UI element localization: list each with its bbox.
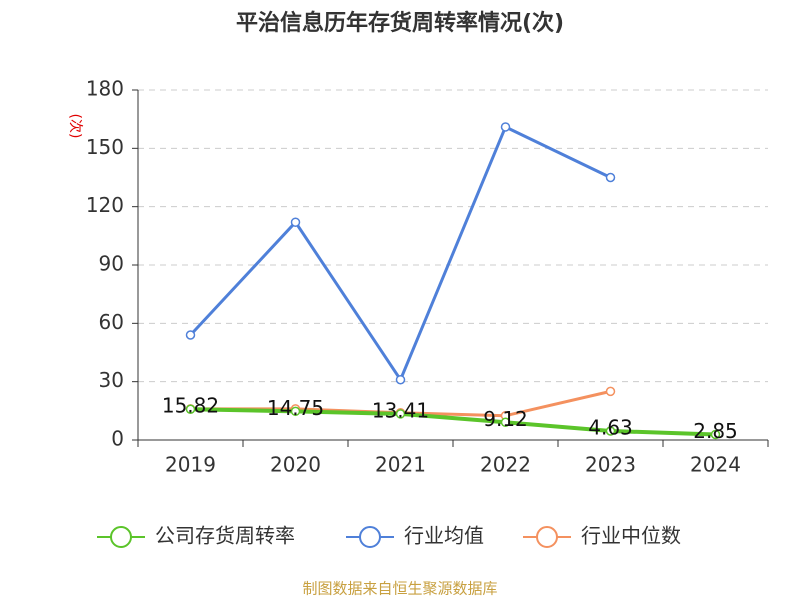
data-label: 2.85: [693, 419, 738, 443]
y-tick-label: 90: [99, 252, 124, 276]
source-note: 制图数据来自恒生聚源数据库: [302, 580, 497, 598]
point: [290, 217, 301, 227]
chart-title: 平治信息历年存货周转率情况(次): [236, 10, 564, 36]
point: [395, 374, 406, 385]
point: [185, 404, 196, 414]
legend-label: 公司存货周转率: [155, 524, 295, 548]
x-tick-label: 2024: [690, 453, 741, 477]
x-tick-label: 2019: [165, 453, 216, 477]
y-tick-label: 180: [86, 77, 124, 101]
point: [500, 122, 511, 132]
point: [290, 406, 301, 417]
x-tick-label: 2020: [270, 453, 321, 477]
data-label: 9.12: [483, 407, 528, 431]
data-label: 14.75: [267, 396, 324, 420]
x-tick-label: 2021: [375, 453, 426, 477]
point: [605, 386, 616, 397]
y-axis-label: (次): [67, 114, 83, 139]
point: [605, 172, 616, 183]
y-tick-label: 60: [99, 310, 124, 334]
point: [185, 330, 196, 340]
legend-label: 行业均值: [404, 524, 484, 548]
point: [500, 417, 511, 428]
y-tick-label: 120: [86, 193, 124, 217]
legend-label: 行业中位数: [581, 524, 681, 548]
series-line: [190, 407, 716, 437]
data-label: 4.63: [588, 415, 633, 439]
point: [605, 426, 616, 436]
y-tick-label: 150: [86, 135, 124, 159]
legend-marker: [110, 526, 132, 548]
data-label: 13.41: [372, 398, 429, 422]
legend-marker: [536, 526, 558, 548]
point: [395, 409, 406, 419]
point: [710, 429, 721, 440]
legend-marker: [359, 526, 381, 548]
x-tick-label: 2023: [585, 453, 636, 477]
data-label: 15.82: [162, 394, 219, 418]
y-tick-label: 30: [99, 368, 124, 392]
y-tick-label: 0: [111, 427, 124, 451]
series-line: [189, 124, 612, 383]
x-tick-label: 2022: [480, 453, 531, 477]
